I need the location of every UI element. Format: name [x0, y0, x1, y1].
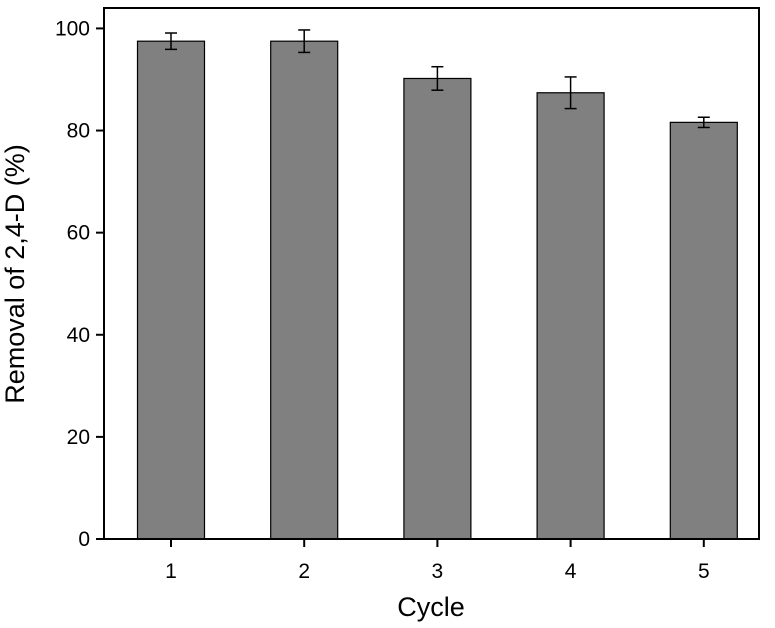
error-bars-group [165, 29, 710, 129]
error-bar-cycle-4 [564, 76, 577, 110]
y-tick-label: 40 [67, 324, 90, 347]
x-axis-title: Cycle [397, 592, 465, 622]
plot-frame [103, 7, 760, 540]
x-tick-label: 3 [432, 560, 444, 583]
bar-cycle-5 [669, 121, 738, 540]
bar-cycle-1 [136, 40, 206, 540]
error-bar-cycle-5 [697, 116, 710, 129]
y-tick-label: 20 [67, 426, 90, 449]
bars-group [136, 40, 738, 540]
error-bar-cycle-2 [298, 29, 311, 54]
y-tick-label: 0 [78, 528, 90, 551]
bar-cycle-4 [536, 92, 605, 540]
y-axis-ticks: 0 20 40 60 80 100 [55, 17, 104, 551]
x-tick-label: 1 [165, 560, 177, 583]
y-tick-label: 100 [55, 17, 90, 40]
x-axis-ticks: 1 2 3 4 5 [165, 539, 710, 583]
x-tick-label: 2 [298, 560, 310, 583]
bar-cycle-3 [403, 77, 472, 540]
x-tick-label: 4 [565, 560, 577, 583]
x-tick-label: 5 [698, 560, 710, 583]
y-axis-title: Removal of 2,4-D (%) [0, 144, 30, 404]
bar-cycle-2 [270, 40, 339, 540]
error-bar-cycle-1 [165, 32, 177, 51]
error-bar-cycle-3 [431, 65, 444, 91]
y-tick-label: 80 [67, 120, 90, 143]
y-tick-label: 60 [67, 222, 90, 245]
